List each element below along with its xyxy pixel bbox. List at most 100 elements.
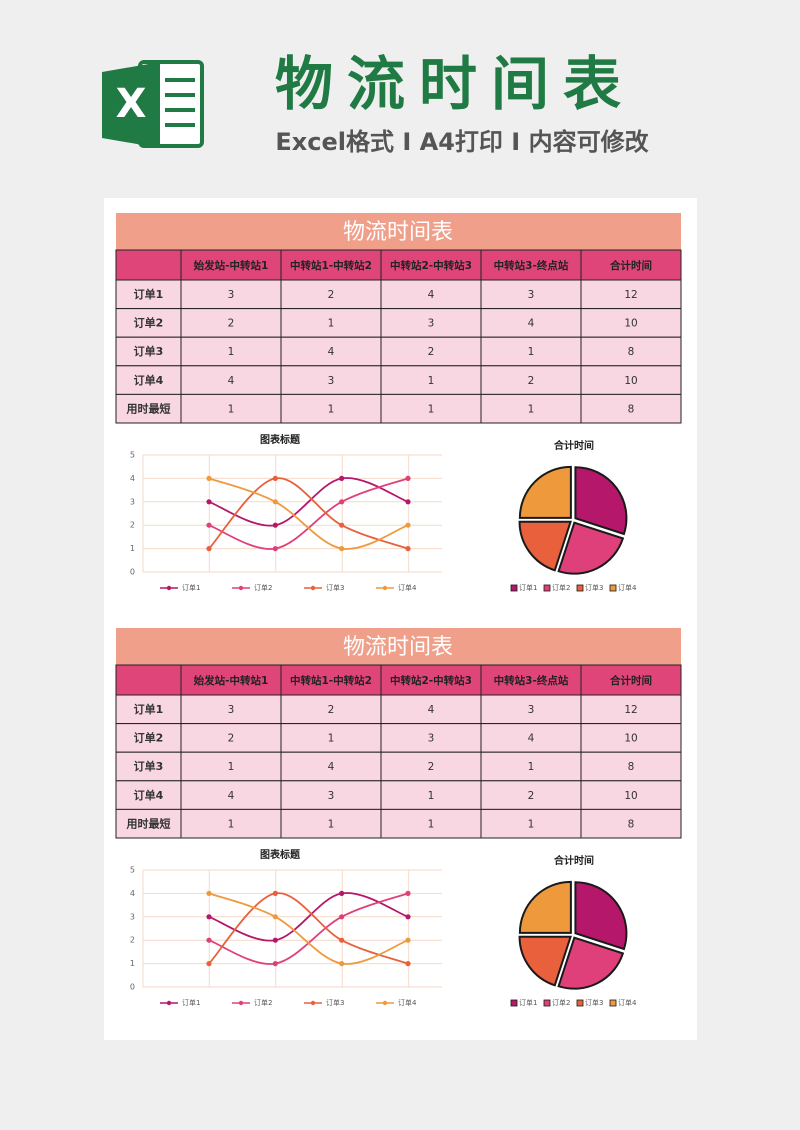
legend-label: 订单4 [398,583,417,592]
table-cell-text: 订单1 [134,702,164,716]
y-tick-label: 5 [130,866,135,875]
table-cell-text: 4 [328,346,335,358]
table-cell [115,694,182,725]
table-cell [480,780,582,810]
table-cell-text: 2 [228,318,235,330]
series-line [208,477,409,527]
pie-slice [557,936,625,990]
table-cell-text: 1 [428,818,435,830]
point [206,961,212,967]
table-cell-text: 1 [528,346,535,358]
y-tick-label: 3 [130,912,135,921]
table-cell [380,751,482,782]
table-cell-text: 1 [228,761,235,773]
table-cell [480,723,582,753]
table-cell [580,279,682,310]
table-cell-text: 8 [628,346,635,358]
table-cell [180,393,282,424]
table-cell [180,336,282,367]
point [339,914,345,920]
header-cell [480,249,582,281]
table-cell-text: 10 [624,318,637,330]
legend-label: 订单3 [585,998,603,1007]
series-line [208,892,409,965]
point [339,522,345,528]
point [206,499,212,505]
header-cell-text: 中转站1-中转站2 [290,259,372,272]
legend-label: 订单1 [182,998,200,1007]
table-cell-text: 2 [428,761,435,773]
table-cell [280,694,382,725]
point [405,937,411,943]
legend-label: 订单2 [552,583,570,592]
table-cell-text: 3 [528,289,535,301]
point [272,499,278,505]
header-cell-text: 合计时间 [609,674,652,687]
chart-title: 合计时间 [553,854,594,867]
table-cell [115,336,182,367]
legend-dot [166,585,172,591]
excel-icon: X [102,60,204,148]
legend-label: 订单4 [398,998,417,1007]
table-cell-text: 8 [628,818,635,830]
table-cell [180,694,282,725]
legend-dot [310,1000,316,1006]
point [206,475,212,481]
legend-swatch [576,584,584,592]
point [272,546,278,552]
table-cell-text: 订单3 [134,759,164,773]
section-title: 物流时间表 [343,635,453,660]
pie-slice [518,880,572,934]
point [339,546,345,552]
table-cell-text: 1 [228,346,235,358]
table-cell-text: 4 [428,704,435,716]
page-title: 物流时间表 [275,50,635,118]
pie-slice [518,935,572,987]
legend-label: 订单1 [519,998,537,1007]
y-tick-label: 5 [130,451,135,460]
table-cell-text: 订单4 [134,373,164,387]
legend-swatch [576,999,584,1007]
point [405,890,411,897]
header-cell-text: 中转站1-中转站2 [290,674,372,687]
legend-label: 订单3 [585,583,603,592]
point [206,546,212,552]
legend-swatch [543,584,551,592]
legend-label: 订单3 [326,583,344,592]
y-tick-label: 2 [130,936,135,945]
table-cell-text: 1 [528,818,535,830]
table-cell [380,808,482,839]
table-cell [580,336,682,367]
header-cell-text: 始发站-中转站1 [194,674,269,687]
table-cell [380,780,482,810]
icon-badge [102,62,160,148]
header-cell [380,249,482,281]
legend-label: 订单3 [326,998,344,1007]
series-line [208,477,409,550]
table-cell-text: 4 [528,733,535,745]
table-cell [580,694,682,725]
table-cell-text: 12 [624,704,637,716]
table-cell [480,279,582,310]
legend-label: 订单2 [552,998,570,1007]
table-cell-text: 10 [624,375,637,387]
legend-label: 订单2 [254,583,272,592]
table-cell [115,393,182,424]
table-cell [480,336,582,367]
chart-title: 图表标题 [260,848,301,861]
legend-label: 订单4 [618,998,637,1007]
table-cell-text: 3 [228,289,235,301]
y-tick-label: 0 [130,568,135,577]
header-cell [380,664,482,696]
table-cell [115,308,182,338]
legend-dot [310,585,316,591]
table-cell [380,308,482,338]
table-cell [115,279,182,310]
chart-title: 合计时间 [553,439,594,452]
table-cell [380,393,482,424]
legend-swatch [609,584,617,592]
legend-label: 订单1 [182,583,200,592]
header-cell-text: 中转站2-中转站3 [390,259,472,272]
table-cell-text: 1 [328,403,335,415]
